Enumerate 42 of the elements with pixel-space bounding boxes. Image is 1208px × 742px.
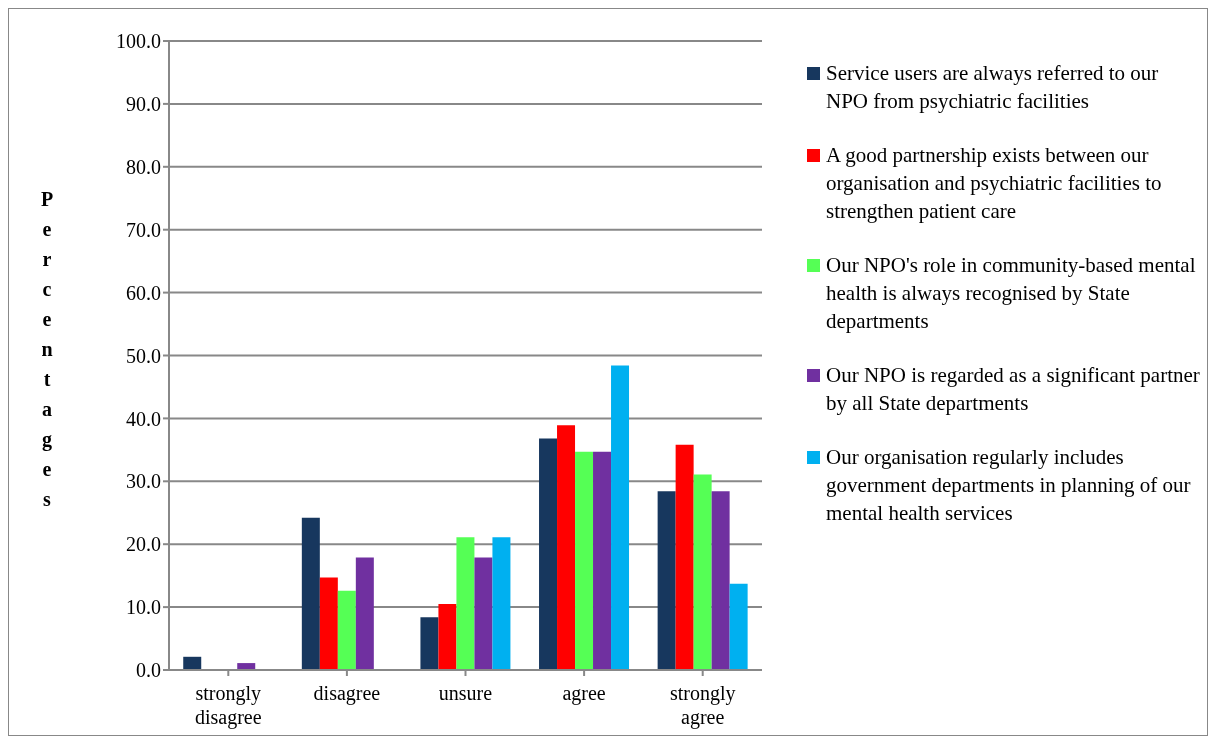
y-tick-label: 30.0 — [126, 470, 161, 493]
y-tick-label: 70.0 — [126, 218, 161, 241]
bar — [575, 451, 594, 670]
bar — [675, 444, 694, 670]
y-tick-label: 60.0 — [126, 281, 161, 304]
y-tick-label: 40.0 — [126, 407, 161, 430]
bar — [301, 517, 320, 670]
legend-label: Our organisation regularly includes government departments in planning of our mental health services — [826, 444, 1192, 527]
legend-label: A good partnership exists between our organisation and psychiatric facilities to strengthen patient care — [826, 142, 1163, 225]
bar — [319, 577, 338, 670]
bar — [593, 451, 612, 670]
bar — [539, 438, 558, 670]
legend-label: Service users are always referred to our NPO from psychiatric facilities — [826, 60, 1160, 115]
text: Percentages — [40, 187, 54, 510]
x-tick-label: disagree — [313, 682, 381, 705]
bar — [693, 474, 712, 670]
bar — [711, 491, 730, 670]
y-tick-label: 50.0 — [126, 344, 161, 367]
bar — [474, 557, 493, 670]
y-tick-label: 90.0 — [126, 93, 161, 115]
bar — [183, 656, 202, 670]
legend-label: Our NPO's role in community-based mental health is always recognised by State departments — [826, 252, 1197, 335]
y-tick-label: 80.0 — [126, 155, 161, 178]
x-tick-label: strongly agree — [669, 682, 736, 729]
bar — [420, 617, 439, 670]
bar — [729, 583, 748, 670]
y-tick-label: 10.0 — [126, 596, 161, 619]
bar — [337, 590, 356, 670]
y-tick-label: 0.0 — [136, 659, 161, 682]
bar — [492, 537, 511, 670]
bar — [438, 603, 457, 670]
bar — [611, 365, 630, 670]
bar — [456, 537, 475, 670]
bar — [657, 491, 676, 670]
x-tick-label: agree — [562, 682, 606, 705]
y-tick-label: 100.0 — [116, 30, 161, 53]
bar — [355, 557, 374, 670]
bar — [557, 425, 576, 670]
x-tick-label: unsure — [438, 682, 493, 704]
x-tick-label: strongly disagree — [194, 682, 262, 729]
legend-label: Our NPO is regarded as a significant partner by all State departments — [826, 362, 1201, 417]
y-tick-label: 20.0 — [126, 533, 161, 556]
